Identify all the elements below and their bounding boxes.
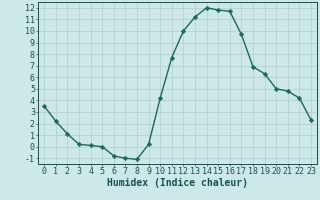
X-axis label: Humidex (Indice chaleur): Humidex (Indice chaleur) xyxy=(107,178,248,188)
